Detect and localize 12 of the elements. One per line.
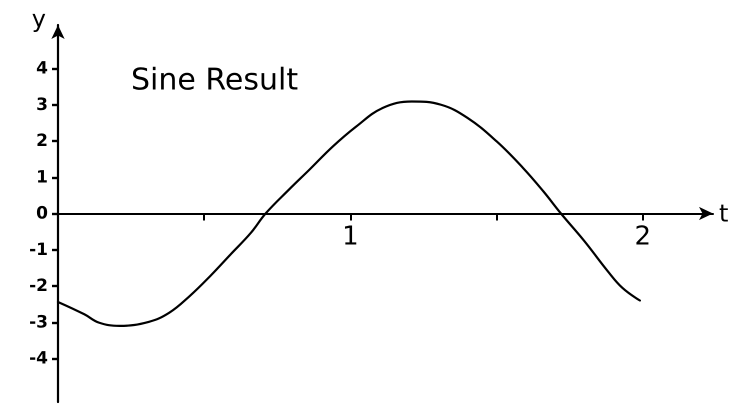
y-tick-label: -1	[29, 240, 48, 260]
y-tick-label: 1	[36, 167, 48, 188]
y-tick-label: -3	[29, 312, 48, 332]
y-axis-title: y	[32, 5, 46, 33]
x-axis-title: t	[719, 200, 728, 228]
y-tick-label: 4	[36, 58, 48, 78]
y-tick-label: -2	[29, 276, 48, 296]
text: Sine Result	[131, 62, 298, 98]
y-tick-label: 2	[36, 131, 48, 151]
y-tick-label: -4	[29, 348, 48, 368]
y-tick-label: 0	[36, 204, 48, 224]
y-tick-label: 3	[36, 94, 48, 115]
